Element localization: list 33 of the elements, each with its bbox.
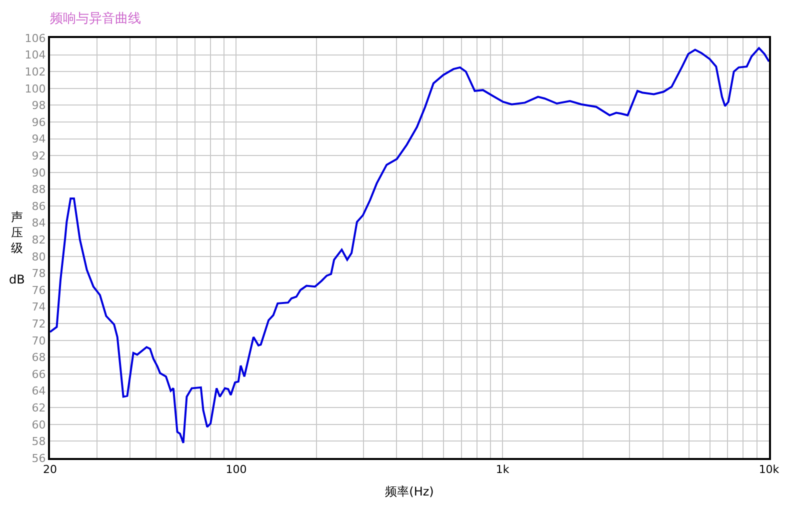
text: 声压级 dB [9,210,25,286]
y-tick-label: 94 [32,132,46,146]
y-tick-label: 100 [24,82,46,96]
x-axis-title: 频率(Hz) [385,484,434,499]
y-tick-label: 66 [32,368,46,381]
y-tick-label: 98 [32,99,46,112]
x-tick-label: 20 [43,463,57,476]
x-tick-label: 1k [496,463,510,476]
chart-title: 频响与异音曲线 [50,12,141,27]
y-tick-label: 76 [32,284,46,297]
y-tick-label: 60 [32,418,46,432]
y-tick-label: 92 [32,149,46,162]
y-tick-label: 82 [32,233,46,246]
y-tick-label: 84 [32,216,46,230]
y-tick-label: 78 [32,267,46,280]
y-tick-label: 68 [32,351,46,364]
y-tick-label: 74 [32,300,46,314]
y-tick-label: 88 [32,183,46,196]
y-tick-label: 86 [32,200,46,213]
y-tick-label: 90 [32,166,46,180]
y-tick-label: 64 [32,384,46,398]
y-tick-label: 62 [32,401,46,414]
y-tick-label: 58 [32,435,46,448]
y-tick-label: 104 [24,48,46,62]
y-tick-label: 70 [32,334,46,348]
y-tick-label: 56 [32,452,46,465]
x-tick-label: 10k [758,463,780,476]
y-tick-label: 80 [32,250,46,264]
y-tick-label: 106 [24,32,46,45]
y-tick-label: 72 [32,317,46,330]
y-tick-label: 102 [24,65,46,78]
x-tick-label: 100 [226,463,247,476]
y-tick-label: 96 [32,116,46,129]
